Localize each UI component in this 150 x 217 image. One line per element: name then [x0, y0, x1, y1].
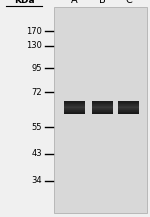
Bar [64, 111, 85, 112]
Bar [118, 107, 139, 108]
Text: 43: 43 [31, 150, 42, 158]
Bar [118, 105, 139, 106]
Bar [118, 108, 139, 109]
Bar [92, 101, 113, 102]
Bar [64, 105, 85, 106]
Bar [64, 113, 85, 114]
Bar [92, 111, 113, 112]
Bar [92, 113, 113, 114]
Bar [118, 111, 139, 112]
Bar [64, 103, 85, 104]
Bar [64, 106, 85, 107]
Bar [92, 101, 113, 102]
Bar [92, 112, 113, 113]
Bar [64, 103, 85, 104]
Text: A: A [71, 0, 78, 5]
Bar [118, 104, 139, 105]
Bar [118, 112, 139, 113]
Bar [118, 109, 139, 110]
Bar [118, 103, 139, 104]
Bar [64, 102, 85, 103]
Bar [92, 106, 113, 107]
Text: C: C [125, 0, 132, 5]
Bar [92, 103, 113, 104]
Bar [92, 102, 113, 103]
Bar [64, 111, 85, 112]
Bar [64, 109, 85, 110]
Bar [64, 104, 85, 105]
Bar [92, 108, 113, 109]
Bar [64, 109, 85, 110]
Bar [118, 106, 139, 107]
Bar [92, 105, 113, 106]
Bar [92, 104, 113, 105]
Bar [92, 110, 113, 111]
Bar [118, 101, 139, 102]
Text: 72: 72 [31, 88, 42, 97]
Bar [92, 107, 113, 108]
Bar [118, 113, 139, 114]
Text: KDa: KDa [14, 0, 34, 5]
Bar [64, 110, 85, 111]
Bar [118, 109, 139, 110]
Bar [118, 101, 139, 102]
Bar [92, 107, 113, 108]
Bar [118, 111, 139, 112]
Bar [64, 101, 85, 102]
Bar [92, 109, 113, 110]
Bar [64, 101, 85, 102]
Text: 170: 170 [26, 27, 42, 36]
Bar [64, 107, 85, 108]
Text: 55: 55 [32, 123, 42, 132]
Bar [92, 111, 113, 112]
Text: 130: 130 [26, 41, 42, 50]
Bar [64, 108, 85, 109]
Bar [118, 102, 139, 103]
Text: B: B [99, 0, 106, 5]
Bar [92, 109, 113, 110]
Bar [64, 112, 85, 113]
Bar [118, 103, 139, 104]
Bar [118, 107, 139, 108]
Bar [118, 110, 139, 111]
Bar [64, 107, 85, 108]
Text: 95: 95 [32, 64, 42, 73]
Bar [54, 7, 147, 213]
Text: 34: 34 [31, 176, 42, 185]
Bar [92, 103, 113, 104]
